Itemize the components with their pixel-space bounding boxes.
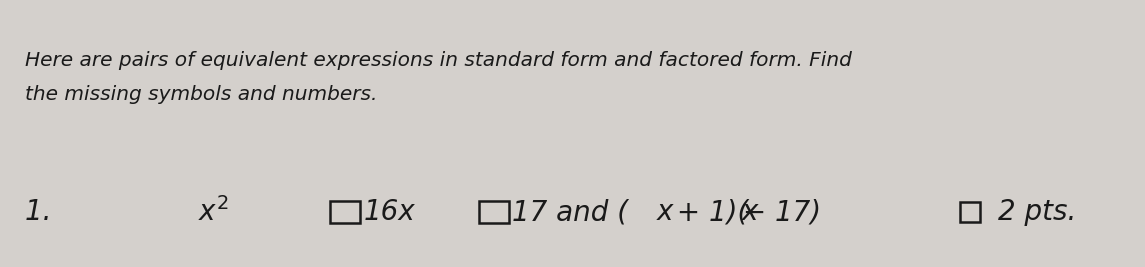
Text: 2 pts.: 2 pts.: [998, 198, 1076, 226]
Text: Here are pairs of equivalent expressions in standard form and factored form. Fin: Here are pairs of equivalent expressions…: [25, 50, 852, 69]
Text: x: x: [656, 198, 672, 226]
Text: 1.: 1.: [25, 198, 61, 226]
Text: + 1)(: + 1)(: [669, 198, 749, 226]
Text: 16x: 16x: [363, 198, 414, 226]
Bar: [480, 201, 510, 223]
Text: 17 and (: 17 and (: [512, 198, 629, 226]
Bar: [960, 202, 980, 222]
Text: $x^2$: $x^2$: [198, 197, 229, 227]
Text: the missing symbols and numbers.: the missing symbols and numbers.: [25, 85, 378, 104]
Bar: [330, 201, 361, 223]
Text: − 17): − 17): [734, 198, 821, 226]
Text: x: x: [741, 198, 758, 226]
